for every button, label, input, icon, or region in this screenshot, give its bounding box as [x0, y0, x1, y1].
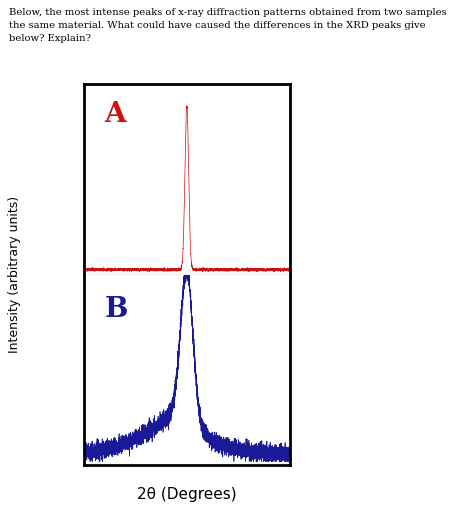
Text: the same material. What could have caused the differences in the XRD peaks give: the same material. What could have cause… [9, 21, 426, 30]
Text: 2θ (Degrees): 2θ (Degrees) [137, 487, 237, 502]
Text: B: B [105, 295, 128, 323]
Text: below? Explain?: below? Explain? [9, 34, 92, 43]
Text: A: A [105, 101, 126, 128]
Text: Intensity (arbitrary units): Intensity (arbitrary units) [7, 196, 21, 353]
Text: Below, the most intense peaks of x-ray diffraction patterns obtained from two sa: Below, the most intense peaks of x-ray d… [9, 8, 447, 17]
